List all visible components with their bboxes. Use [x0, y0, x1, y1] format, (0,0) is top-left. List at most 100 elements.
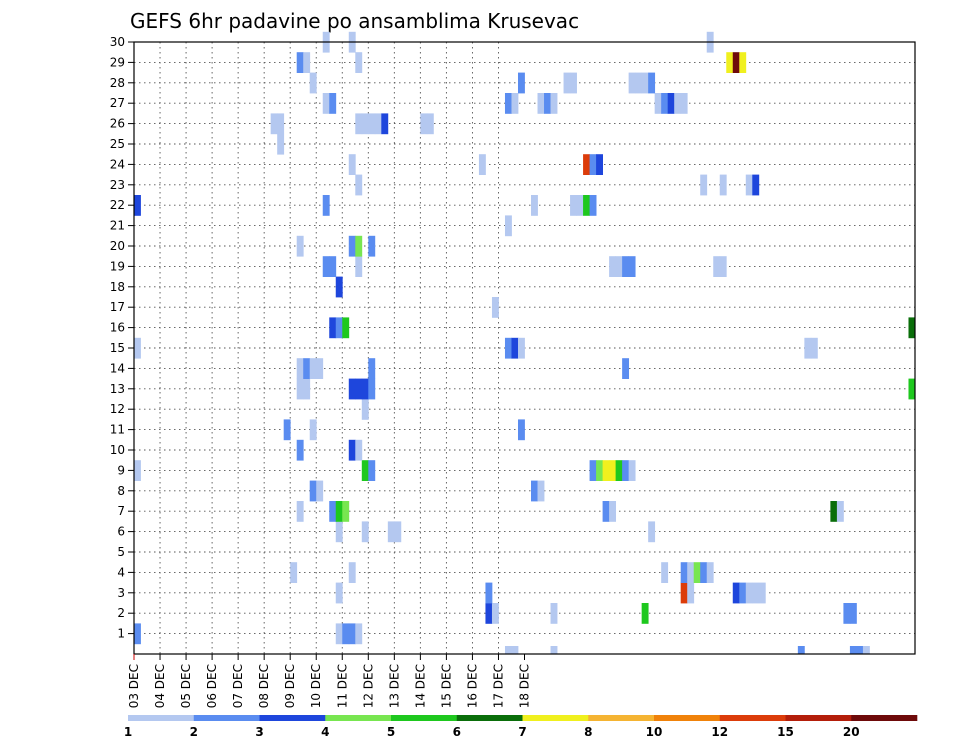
- heatmap-cell: [342, 317, 350, 339]
- heatmap-cell: [348, 378, 356, 400]
- heatmap-cell: [316, 480, 324, 502]
- heatmap-cell: [134, 337, 141, 359]
- y-tick-label: 21: [110, 219, 125, 233]
- y-tick-label: 28: [110, 76, 125, 90]
- heatmap-cell: [335, 521, 343, 543]
- heatmap-cell: [361, 460, 369, 481]
- heatmap-cell: [485, 582, 493, 604]
- heatmap-cell: [374, 113, 382, 135]
- heatmap-cell: [361, 399, 369, 420]
- heatmap-cell: [830, 501, 838, 522]
- heatmap-cell: [368, 378, 376, 400]
- legend-tick-label: 8: [584, 725, 592, 739]
- heatmap-cell: [517, 337, 525, 359]
- heatmap-cell: [563, 72, 571, 94]
- heatmap-cell: [491, 297, 499, 318]
- heatmap-cell: [355, 623, 363, 645]
- heatmap-cell: [615, 256, 623, 277]
- heatmap-cell: [589, 195, 597, 216]
- heatmap-cell: [531, 480, 538, 502]
- y-tick-label: 30: [110, 35, 125, 49]
- heatmap-cell: [504, 215, 512, 237]
- heatmap-cell: [622, 256, 630, 277]
- heatmap-cell: [908, 378, 916, 400]
- heatmap-cell: [719, 256, 727, 277]
- heatmap-cell: [355, 174, 363, 196]
- legend-swatch: [785, 715, 852, 721]
- y-tick-label: 22: [110, 198, 125, 212]
- heatmap-cell: [478, 154, 486, 175]
- x-tick-label: 16 DEC: [465, 664, 479, 708]
- heatmap-cell: [394, 521, 402, 543]
- heatmap-cell: [622, 358, 630, 379]
- y-tick-label: 6: [117, 525, 125, 539]
- heatmap-cell: [277, 113, 285, 135]
- y-tick-label: 20: [110, 239, 125, 253]
- heatmap-cell: [648, 521, 656, 543]
- x-tick-label: 17 DEC: [491, 664, 505, 708]
- y-tick-label: 25: [110, 137, 125, 151]
- x-tick-label: 14 DEC: [413, 664, 427, 708]
- heatmap-cell: [544, 93, 551, 114]
- heatmap-cell: [368, 235, 376, 257]
- x-tick-label: 07 DEC: [231, 664, 245, 708]
- heatmap-cell: [270, 113, 278, 135]
- heatmap-cell: [628, 460, 636, 481]
- heatmap-cell: [589, 460, 597, 481]
- legend-swatch: [259, 715, 326, 721]
- y-tick-label: 15: [110, 341, 125, 355]
- y-tick-label: 14: [110, 361, 125, 375]
- heatmap-cell: [355, 235, 363, 257]
- x-tick-label: 08 DEC: [257, 664, 271, 708]
- heatmap-cell: [537, 480, 545, 502]
- y-tick-label: 17: [110, 300, 125, 314]
- x-tick-label: 09 DEC: [283, 664, 297, 708]
- heatmap-cell: [504, 93, 512, 114]
- legend-swatch: [522, 715, 589, 721]
- y-tick-label: 18: [110, 280, 125, 294]
- x-tick-label: 03 DEC: [127, 664, 141, 708]
- heatmap-cell: [303, 52, 311, 73]
- heatmap-cell: [387, 521, 395, 543]
- heatmap-cell: [511, 93, 519, 114]
- heatmap-cell: [296, 52, 304, 73]
- legend-tick-label: 4: [321, 725, 329, 739]
- heatmap-cell: [511, 337, 519, 359]
- legend-tick-label: 20: [843, 725, 860, 739]
- x-tick-label: 10 DEC: [309, 664, 323, 708]
- heatmap-cell: [609, 460, 617, 481]
- heatmap-cell: [134, 195, 141, 216]
- legend-tick-label: 6: [453, 725, 461, 739]
- heatmap-cell: [732, 582, 740, 604]
- heatmap-cell: [700, 174, 708, 196]
- heatmap-cell: [550, 646, 558, 654]
- heatmap-cell: [335, 623, 343, 645]
- heatmap-cell: [309, 72, 317, 94]
- heatmap-cell: [335, 501, 343, 522]
- heatmap-cell: [420, 113, 428, 135]
- below-axis-cells: [504, 646, 870, 654]
- x-tick-label: 05 DEC: [179, 664, 193, 708]
- heatmap-cell: [849, 646, 857, 654]
- y-tick-label: 9: [117, 463, 125, 477]
- x-tick-label: 12 DEC: [361, 664, 375, 708]
- heatmap-cell: [726, 52, 734, 73]
- x-tick-label: 13 DEC: [387, 664, 401, 708]
- heatmap-cell: [348, 562, 356, 583]
- heatmap-cell: [752, 174, 760, 196]
- heatmap-cell: [628, 256, 636, 277]
- legend-swatch: [128, 715, 195, 721]
- heatmap-cell: [309, 358, 317, 379]
- heatmap-cell: [296, 378, 304, 400]
- heatmap-cell: [290, 562, 298, 583]
- heatmap-cell: [719, 174, 727, 196]
- legend-tick-label: 1: [124, 725, 132, 739]
- y-tick-label: 5: [117, 545, 125, 559]
- heatmap-cell: [329, 317, 337, 339]
- heatmap-cell: [368, 460, 376, 481]
- heatmap-cell: [648, 72, 656, 94]
- heatmap-cell: [602, 501, 610, 522]
- heatmap-cell: [706, 562, 714, 583]
- legend-tick-label: 7: [518, 725, 526, 739]
